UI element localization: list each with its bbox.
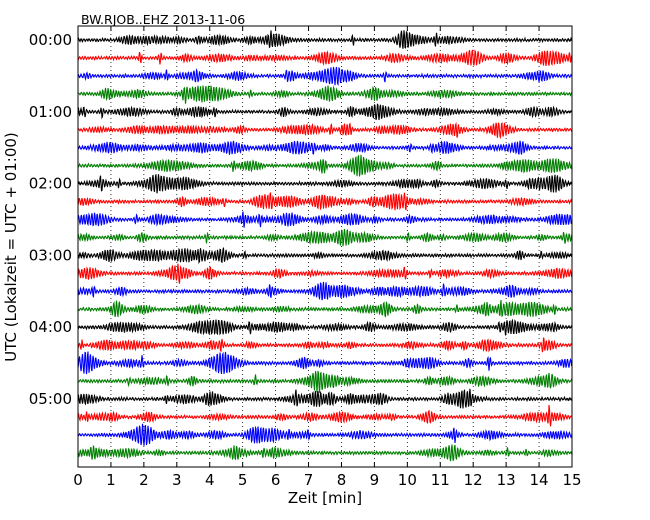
x-tick-label: 15 <box>562 471 581 489</box>
trace-0415 <box>77 337 573 353</box>
trace-0500 <box>77 388 573 409</box>
x-tick-label: 0 <box>73 471 83 489</box>
trace-0530 <box>77 423 573 446</box>
x-tick-label: 1 <box>106 471 116 489</box>
grid-lines <box>110 26 540 467</box>
chart-title: BW.RJOB..EHZ 2013-11-06 <box>81 12 245 27</box>
trace-0100 <box>77 103 573 120</box>
trace-0300 <box>77 246 573 265</box>
y-tick-label: 03:00 <box>29 246 72 264</box>
trace-0115 <box>77 121 573 140</box>
x-tick-label: 3 <box>172 471 182 489</box>
y-tick-label: 00:00 <box>29 31 72 49</box>
x-tick-label: 11 <box>431 471 450 489</box>
x-tick-label: 4 <box>205 471 215 489</box>
x-axis-label: Zeit [min] <box>288 489 362 507</box>
x-tick-label: 9 <box>370 471 380 489</box>
trace-0045 <box>77 85 573 104</box>
trace-0345 <box>77 299 573 318</box>
x-tick-label: 12 <box>464 471 483 489</box>
plot-frame <box>77 25 573 468</box>
trace-0400 <box>77 318 573 336</box>
trace-0315 <box>77 263 573 284</box>
x-axis-ticks: 0 1 2 3 4 5 6 7 8 9 10 11 12 13 14 15 <box>73 26 582 489</box>
y-tick-label: 01:00 <box>29 103 72 121</box>
trace-0145 <box>77 154 573 177</box>
trace-0330 <box>77 281 573 301</box>
trace-0445 <box>77 370 573 393</box>
x-tick-label: 8 <box>337 471 347 489</box>
x-tick-label: 7 <box>304 471 314 489</box>
y-axis-ticks: 00:00 01:00 02:00 03:00 04:00 05:00 <box>29 31 572 408</box>
x-tick-label: 14 <box>530 471 549 489</box>
y-tick-label: 02:00 <box>29 175 72 193</box>
trace-0230 <box>77 211 573 228</box>
x-tick-label: 2 <box>139 471 149 489</box>
trace-0215 <box>77 192 573 211</box>
trace-0430 <box>77 351 573 375</box>
trace-0200 <box>77 174 573 194</box>
x-tick-label: 5 <box>238 471 248 489</box>
trace-0130 <box>77 140 573 155</box>
y-tick-label: 04:00 <box>29 318 72 336</box>
trace-0000 <box>77 30 573 49</box>
x-tick-label: 10 <box>398 471 417 489</box>
y-tick-label: 05:00 <box>29 390 72 408</box>
seismic-traces <box>77 30 573 462</box>
trace-0245 <box>77 228 573 247</box>
trace-0015 <box>77 49 573 66</box>
trace-0545 <box>77 444 573 462</box>
trace-0030 <box>77 66 573 87</box>
trace-0515 <box>77 404 573 427</box>
x-tick-label: 6 <box>271 471 281 489</box>
y-axis-label: UTC (Lokalzeit = UTC + 01:00) <box>2 132 20 362</box>
x-tick-label: 13 <box>497 471 516 489</box>
